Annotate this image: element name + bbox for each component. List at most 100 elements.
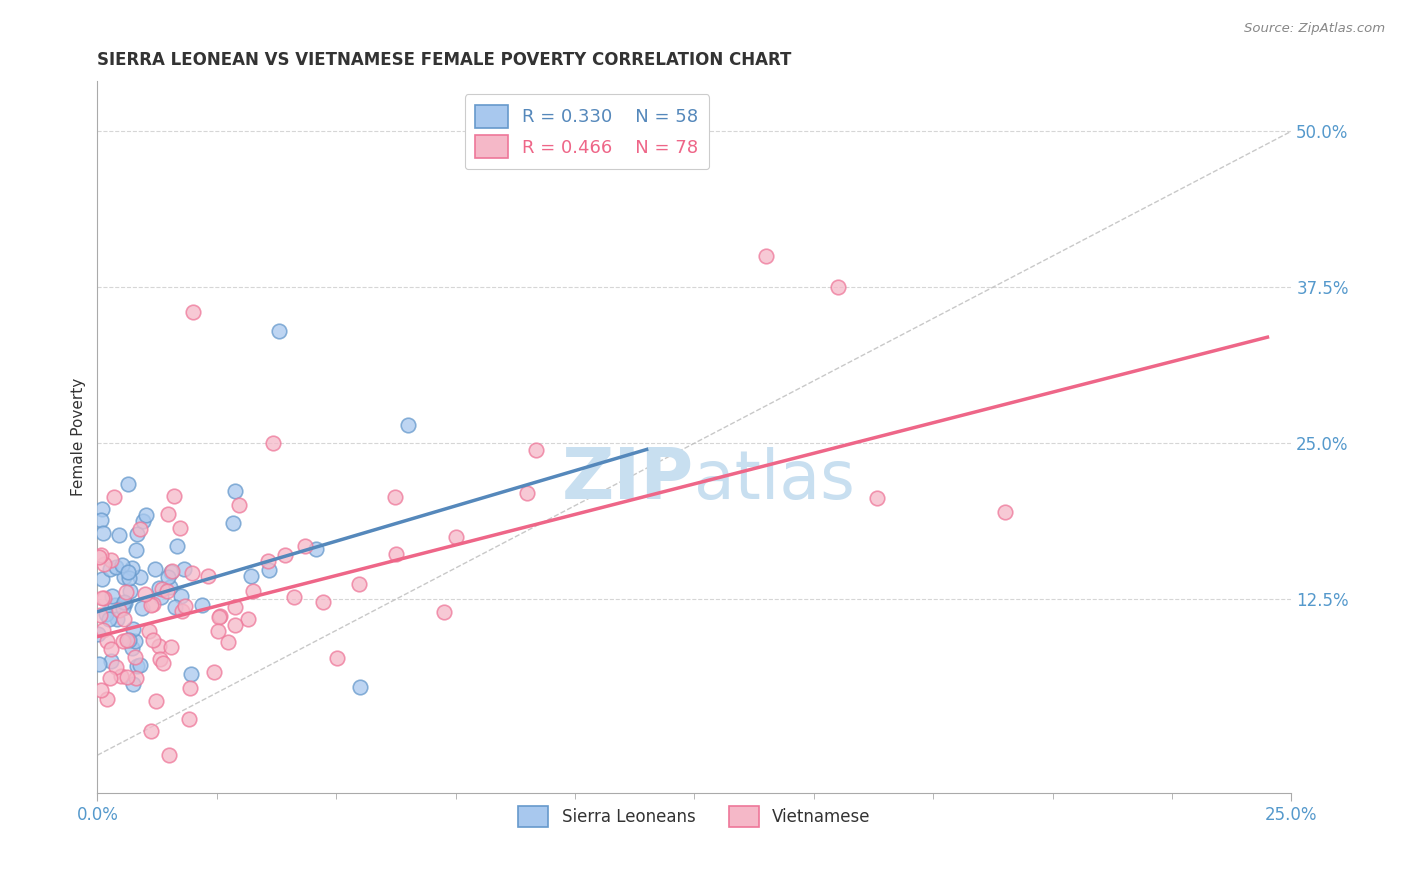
Point	[217, 635, 239, 649]
Point	[433, 605, 456, 619]
Legend: Sierra Leoneans, Vietnamese: Sierra Leoneans, Vietnamese	[512, 799, 877, 834]
Point	[111, 558, 134, 572]
Point	[239, 569, 262, 583]
Point	[157, 748, 180, 763]
Point	[312, 595, 335, 609]
Point	[112, 600, 135, 615]
Point	[262, 436, 284, 450]
Point	[347, 577, 370, 591]
Point	[100, 654, 122, 668]
Point	[117, 566, 139, 580]
Point	[238, 612, 260, 626]
Point	[166, 539, 188, 553]
Point	[326, 650, 349, 665]
Point	[138, 624, 160, 639]
Point	[128, 522, 150, 536]
Point	[97, 612, 120, 626]
Point	[180, 666, 202, 681]
Point	[181, 305, 204, 319]
Point	[174, 599, 197, 613]
Point	[93, 557, 115, 571]
Text: Source: ZipAtlas.com: Source: ZipAtlas.com	[1244, 22, 1385, 36]
Point	[294, 539, 316, 553]
Point	[112, 612, 135, 626]
Point	[132, 514, 155, 528]
Point	[160, 565, 183, 579]
Point	[172, 604, 194, 618]
Point	[173, 562, 195, 576]
Point	[87, 657, 110, 671]
Point	[121, 622, 143, 636]
Point	[100, 553, 122, 567]
Point	[127, 658, 149, 673]
Point	[108, 603, 131, 617]
Point	[94, 607, 117, 621]
Point	[96, 633, 118, 648]
Point	[124, 649, 146, 664]
Point	[143, 562, 166, 576]
Point	[139, 723, 162, 738]
Point	[128, 570, 150, 584]
Point	[121, 561, 143, 575]
Point	[755, 249, 778, 263]
Point	[257, 563, 280, 577]
Point	[131, 601, 153, 615]
Point	[100, 642, 122, 657]
Point	[516, 486, 538, 500]
Point	[148, 639, 170, 653]
Point	[385, 547, 408, 561]
Point	[90, 501, 112, 516]
Point	[104, 559, 127, 574]
Point	[87, 549, 110, 564]
Point	[190, 598, 212, 612]
Point	[159, 640, 181, 654]
Point	[91, 591, 114, 605]
Point	[115, 632, 138, 647]
Point	[156, 507, 179, 521]
Point	[112, 594, 135, 608]
Point	[125, 671, 148, 685]
Point	[96, 691, 118, 706]
Point	[208, 609, 231, 624]
Point	[100, 562, 122, 576]
Point	[163, 599, 186, 614]
Point	[224, 600, 246, 615]
Point	[142, 597, 165, 611]
Point	[267, 324, 290, 338]
Point	[994, 505, 1017, 519]
Point	[93, 591, 115, 606]
Point	[112, 634, 135, 648]
Point	[91, 525, 114, 540]
Point	[157, 570, 180, 584]
Point	[149, 590, 172, 604]
Y-axis label: Female Poverty: Female Poverty	[72, 378, 86, 496]
Point	[98, 672, 121, 686]
Point	[444, 530, 467, 544]
Point	[224, 483, 246, 498]
Point	[101, 589, 124, 603]
Point	[91, 623, 114, 637]
Point	[104, 660, 127, 674]
Point	[156, 583, 179, 598]
Point	[145, 694, 167, 708]
Point	[122, 677, 145, 691]
Point	[305, 542, 328, 557]
Point	[90, 572, 112, 586]
Point	[142, 632, 165, 647]
Point	[148, 582, 170, 596]
Point	[120, 583, 142, 598]
Point	[141, 598, 163, 612]
Point	[114, 595, 136, 609]
Point	[257, 554, 280, 568]
Point	[179, 712, 201, 726]
Point	[169, 521, 191, 535]
Point	[207, 624, 229, 639]
Point	[118, 632, 141, 647]
Point	[181, 566, 204, 580]
Point	[179, 681, 201, 696]
Point	[125, 527, 148, 541]
Point	[228, 498, 250, 512]
Point	[150, 582, 173, 596]
Point	[384, 490, 406, 504]
Point	[396, 417, 419, 432]
